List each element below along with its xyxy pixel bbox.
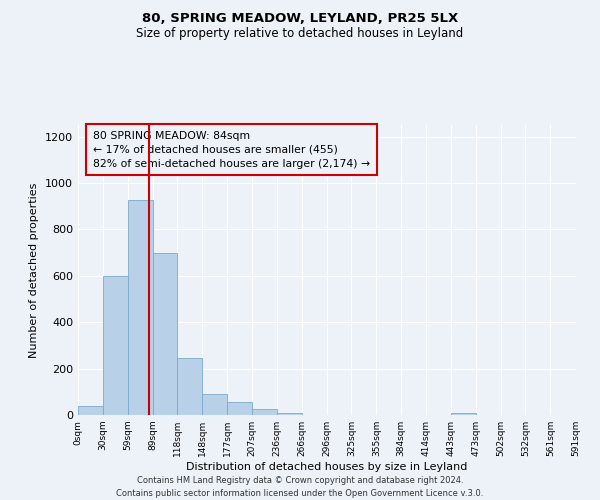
Bar: [252, 409, 277, 415]
X-axis label: Distribution of detached houses by size in Leyland: Distribution of detached houses by size …: [187, 462, 467, 472]
Bar: [277, 412, 302, 415]
Y-axis label: Number of detached properties: Number of detached properties: [29, 182, 40, 358]
Bar: [451, 412, 476, 415]
Text: Contains HM Land Registry data © Crown copyright and database right 2024.
Contai: Contains HM Land Registry data © Crown c…: [116, 476, 484, 498]
Bar: [152, 252, 178, 415]
Bar: [128, 200, 152, 415]
Bar: [103, 276, 128, 415]
Text: 80 SPRING MEADOW: 84sqm
← 17% of detached houses are smaller (455)
82% of semi-d: 80 SPRING MEADOW: 84sqm ← 17% of detache…: [93, 131, 370, 169]
Text: 80, SPRING MEADOW, LEYLAND, PR25 5LX: 80, SPRING MEADOW, LEYLAND, PR25 5LX: [142, 12, 458, 26]
Bar: [178, 358, 202, 415]
Bar: [78, 406, 103, 415]
Bar: [227, 402, 252, 415]
Text: Size of property relative to detached houses in Leyland: Size of property relative to detached ho…: [136, 28, 464, 40]
Bar: [202, 394, 227, 415]
